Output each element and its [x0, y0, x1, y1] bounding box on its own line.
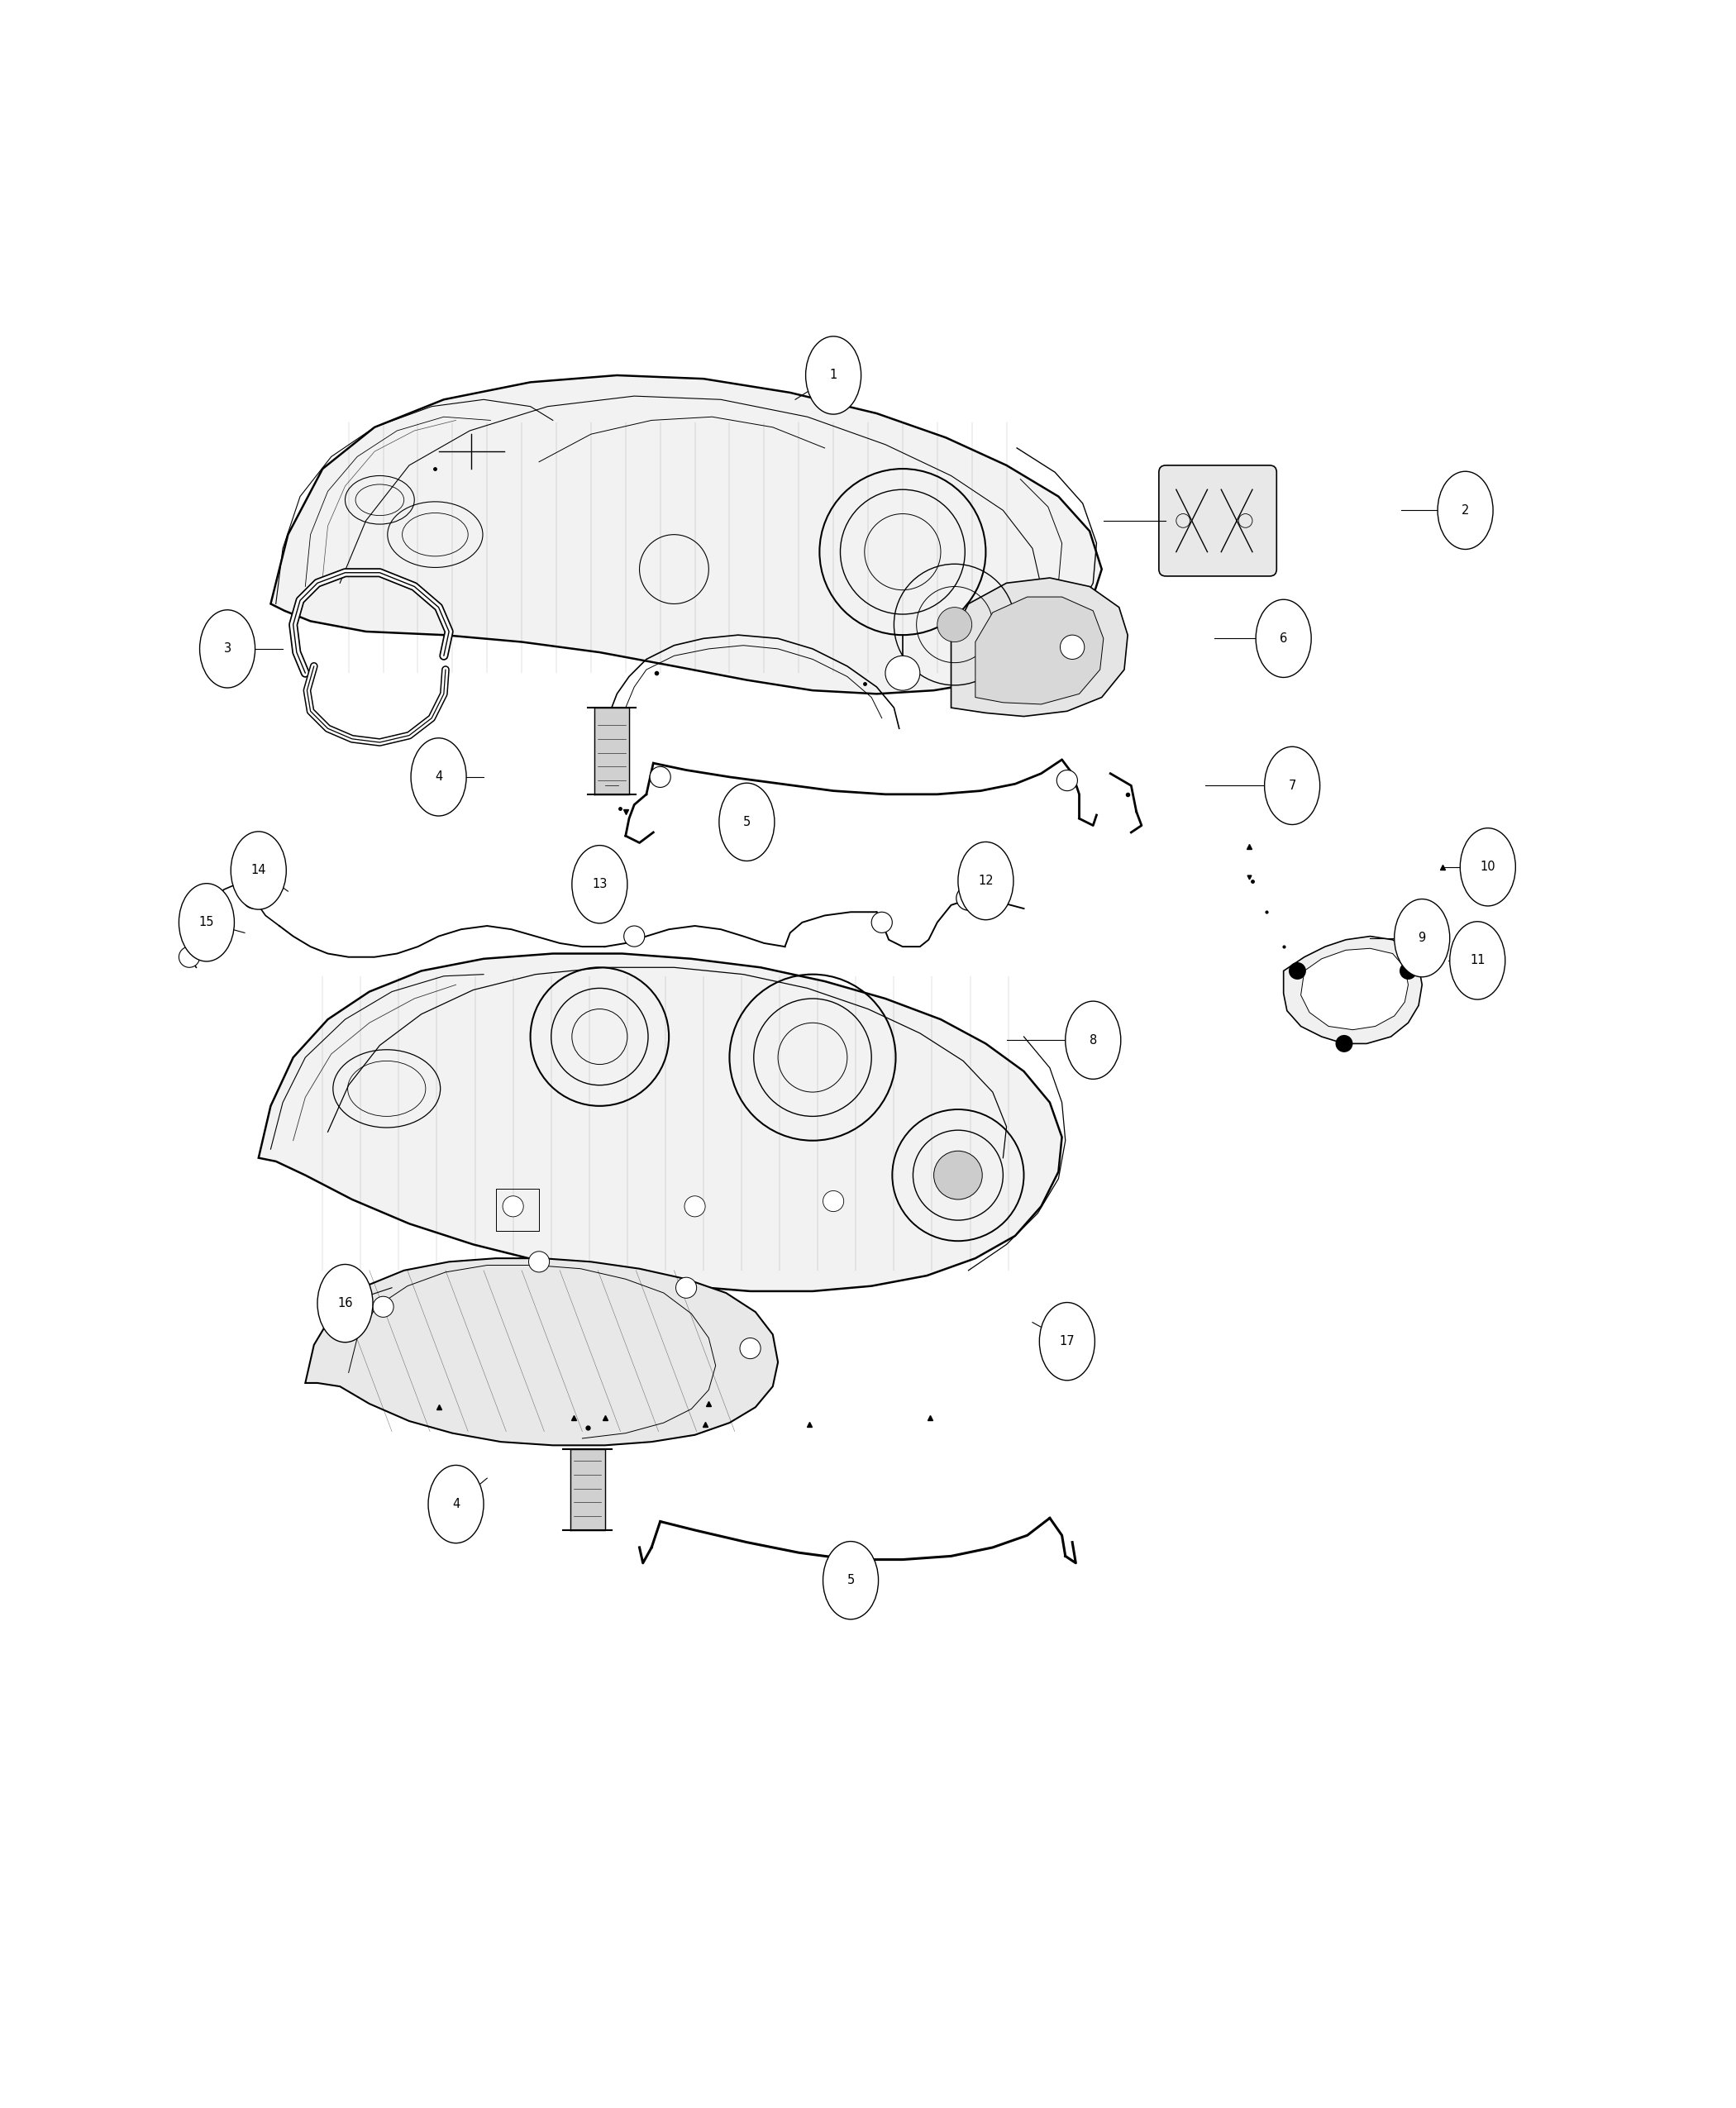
Ellipse shape: [411, 738, 467, 816]
Ellipse shape: [719, 782, 774, 860]
Text: 5: 5: [743, 816, 750, 828]
Circle shape: [649, 767, 670, 788]
Circle shape: [937, 607, 972, 643]
Circle shape: [823, 1191, 844, 1212]
Circle shape: [1335, 1035, 1352, 1052]
Ellipse shape: [958, 841, 1014, 919]
Polygon shape: [1283, 936, 1422, 1043]
Text: 9: 9: [1418, 932, 1425, 944]
Polygon shape: [306, 1258, 778, 1446]
Circle shape: [1061, 635, 1085, 660]
Text: 12: 12: [977, 875, 993, 887]
Text: 17: 17: [1059, 1334, 1075, 1347]
Text: 14: 14: [252, 864, 266, 877]
Polygon shape: [271, 375, 1102, 694]
Ellipse shape: [200, 609, 255, 687]
Ellipse shape: [318, 1265, 373, 1343]
Text: 10: 10: [1481, 860, 1495, 873]
Polygon shape: [594, 708, 628, 795]
Text: 7: 7: [1288, 780, 1297, 793]
Circle shape: [684, 1195, 705, 1216]
Ellipse shape: [1264, 746, 1319, 824]
Circle shape: [623, 925, 644, 946]
FancyBboxPatch shape: [1160, 466, 1276, 575]
Ellipse shape: [1460, 828, 1516, 906]
Ellipse shape: [429, 1465, 484, 1543]
Text: 6: 6: [1279, 632, 1288, 645]
Ellipse shape: [571, 845, 627, 923]
Text: 4: 4: [434, 772, 443, 784]
Polygon shape: [976, 597, 1104, 704]
Text: 3: 3: [224, 643, 231, 656]
Text: 1: 1: [830, 369, 837, 382]
Polygon shape: [1300, 949, 1408, 1031]
Ellipse shape: [179, 883, 234, 961]
Polygon shape: [569, 1448, 604, 1530]
Ellipse shape: [1450, 921, 1505, 999]
Text: 4: 4: [451, 1499, 460, 1509]
Circle shape: [885, 656, 920, 691]
Circle shape: [179, 946, 200, 968]
Circle shape: [1288, 961, 1305, 980]
Circle shape: [934, 1151, 983, 1199]
Ellipse shape: [1255, 599, 1311, 677]
Text: 13: 13: [592, 879, 608, 890]
Circle shape: [1399, 961, 1417, 980]
Ellipse shape: [806, 337, 861, 415]
Text: 11: 11: [1470, 955, 1484, 968]
Ellipse shape: [823, 1541, 878, 1619]
Text: 2: 2: [1462, 504, 1469, 516]
Ellipse shape: [1040, 1303, 1095, 1381]
Polygon shape: [259, 953, 1062, 1292]
Text: 8: 8: [1088, 1033, 1097, 1046]
Polygon shape: [951, 578, 1128, 717]
Circle shape: [740, 1339, 760, 1360]
Circle shape: [871, 913, 892, 934]
Text: 5: 5: [847, 1575, 854, 1587]
Circle shape: [529, 1252, 549, 1271]
Circle shape: [957, 885, 981, 911]
Circle shape: [1057, 769, 1078, 790]
Text: 16: 16: [337, 1296, 352, 1309]
Text: 15: 15: [200, 917, 214, 930]
Ellipse shape: [1066, 1001, 1121, 1079]
Circle shape: [373, 1296, 394, 1318]
Ellipse shape: [1394, 898, 1450, 976]
Ellipse shape: [1437, 472, 1493, 550]
Circle shape: [243, 887, 264, 909]
Ellipse shape: [231, 831, 286, 909]
Circle shape: [503, 1195, 524, 1216]
Circle shape: [675, 1277, 696, 1299]
